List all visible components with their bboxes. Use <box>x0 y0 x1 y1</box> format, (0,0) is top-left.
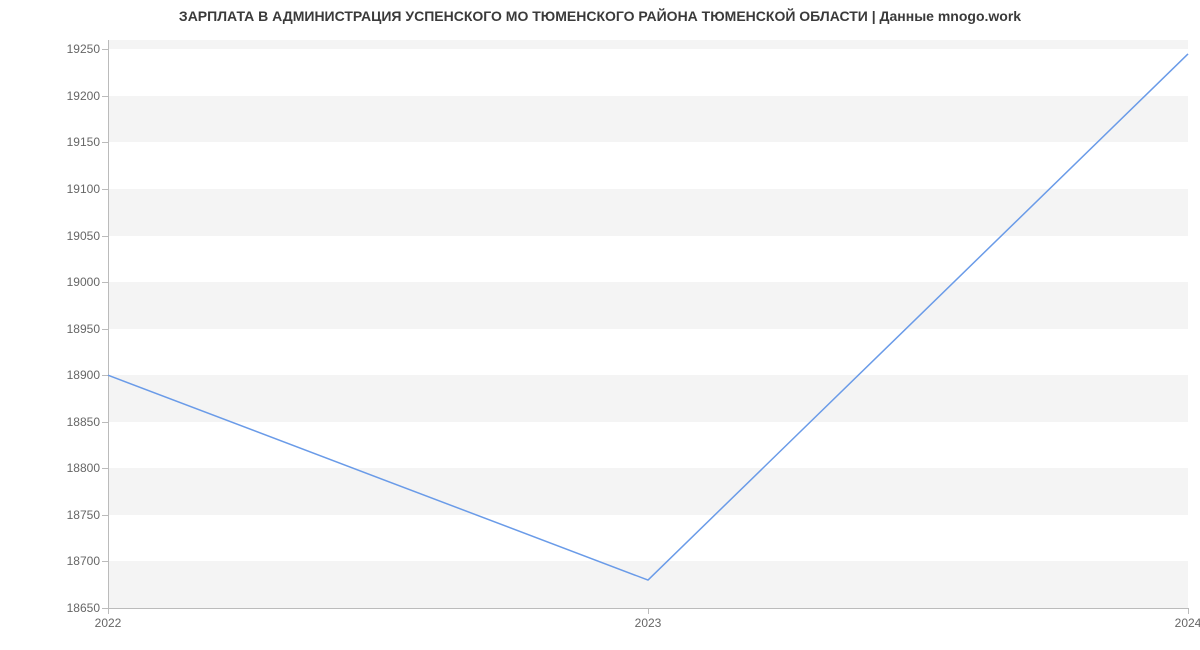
chart-container: ЗАРПЛАТА В АДМИНИСТРАЦИЯ УСПЕНСКОГО МО Т… <box>0 0 1200 650</box>
y-tick-label: 19100 <box>67 182 100 196</box>
y-tick-label: 18800 <box>67 461 100 475</box>
series-svg <box>108 40 1188 608</box>
x-tick-label: 2023 <box>635 616 662 630</box>
plot-area: 1865018700187501880018850189001895019000… <box>108 40 1188 608</box>
y-tick-label: 19150 <box>67 135 100 149</box>
chart-title: ЗАРПЛАТА В АДМИНИСТРАЦИЯ УСПЕНСКОГО МО Т… <box>0 8 1200 24</box>
series-line-salary <box>108 54 1188 580</box>
y-tick-label: 18850 <box>67 415 100 429</box>
y-tick-label: 18750 <box>67 508 100 522</box>
y-tick-label: 19200 <box>67 89 100 103</box>
y-tick-label: 18950 <box>67 322 100 336</box>
x-tick-mark <box>1188 608 1189 614</box>
y-tick-label: 19000 <box>67 275 100 289</box>
y-tick-label: 18650 <box>67 601 100 615</box>
x-axis-line <box>108 608 1188 609</box>
y-tick-label: 19250 <box>67 42 100 56</box>
x-tick-label: 2024 <box>1175 616 1200 630</box>
y-tick-label: 18700 <box>67 554 100 568</box>
y-tick-label: 19050 <box>67 229 100 243</box>
x-tick-label: 2022 <box>95 616 122 630</box>
y-tick-label: 18900 <box>67 368 100 382</box>
